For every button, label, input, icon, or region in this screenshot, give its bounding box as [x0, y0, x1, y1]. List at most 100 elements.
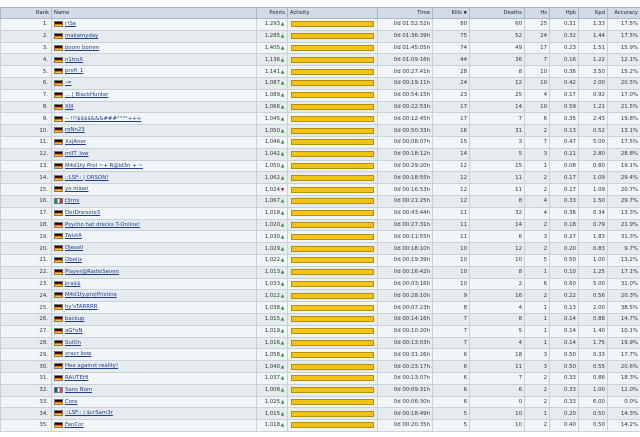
kd-cell: 1.83 — [578, 230, 608, 244]
player-name-link[interactable]: aG*oN — [65, 327, 83, 334]
hpk-cell: 0.31 — [549, 18, 579, 31]
player-name-link[interactable]: yo maan — [65, 186, 89, 193]
player-name-link[interactable]: kra$$ — [65, 280, 81, 287]
hpk-cell: 0.10 — [549, 265, 579, 279]
accuracy-cell: 17.5% — [607, 29, 640, 43]
player-name-link[interactable]: Player@RadioSeven — [65, 268, 119, 275]
player-name-link[interactable]: ... | BlackHunter — [65, 91, 109, 98]
name-cell: profi_1 — [51, 65, 257, 78]
kills-cell: 16 — [432, 124, 470, 137]
player-name-link[interactable]: Hee against reality! — [65, 363, 119, 370]
player-name-link[interactable]: TwistA — [65, 233, 82, 240]
player-name-link[interactable]: Core — [65, 398, 78, 405]
player-name-link[interactable]: FanCor — [65, 422, 84, 429]
points-cell: 1,016▲ — [256, 336, 288, 350]
country-flag-icon — [54, 68, 63, 75]
name-cell: kra$$ — [51, 277, 257, 291]
kills-cell: 6 — [432, 348, 470, 362]
player-name-link[interactable]: mlIT_low — [65, 150, 89, 157]
kills-cell: 14 — [432, 147, 470, 161]
table-row: 19. TwistA 1,030▲ 0d 00:11:55h 11 6 3 0.27 1.83 3… — [0, 230, 640, 244]
name-cell: Obelix — [51, 253, 257, 267]
trend-up-icon: ▲ — [280, 163, 285, 169]
column-header-name[interactable]: Name — [51, 7, 257, 19]
column-header-deaths[interactable]: Deaths — [469, 7, 525, 19]
player-name-link[interactable]: boom bomm — [65, 44, 100, 51]
player-name-link[interactable]: r!Se — [65, 21, 77, 28]
activity-bar — [291, 398, 374, 405]
country-flag-icon — [54, 233, 63, 240]
player-name-link[interactable]: Sans Nom — [65, 386, 93, 393]
kills-cell: 80 — [432, 18, 470, 31]
column-header-points[interactable]: Points — [256, 7, 288, 19]
headshots-cell: 7 — [524, 53, 550, 67]
table-row: 1. r!Se 1,293▲ 0d 01:52:52h 80 60 25 0.31 1.33 17… — [0, 18, 640, 31]
player-name-link[interactable]: n1troX — [65, 56, 84, 63]
activity-bar — [291, 162, 374, 169]
kd-cell: 1.22 — [578, 53, 608, 67]
player-name-link[interactable]: xracr kow — [65, 351, 92, 358]
player-name-link[interactable]: SulOn — [65, 339, 81, 346]
activity-cell — [287, 312, 378, 326]
player-name-link[interactable]: XxjAner — [65, 139, 87, 146]
hpk-cell: 0.60 — [549, 277, 579, 291]
trend-up-icon: ▲ — [280, 234, 285, 240]
trend-up-icon: ▲ — [280, 93, 285, 99]
trend-up-icon: ▲ — [280, 281, 285, 287]
time-cell: 0d 00:43:44h — [377, 206, 433, 220]
player-name-link[interactable]: Psycho hat drecks T-Online! — [65, 221, 140, 228]
rank-cell: 32. — [0, 383, 52, 397]
player-name-link[interactable]: roNn23 — [65, 127, 85, 134]
player-name-link[interactable]: backup — [65, 316, 85, 323]
points-cell: 1,022▲ — [256, 253, 288, 267]
kills-cell: 10 — [432, 242, 470, 255]
column-header-headshots[interactable]: Hs — [524, 7, 550, 19]
column-header-activity[interactable]: Activity — [287, 7, 378, 19]
player-name-link[interactable]: RAUTEHI — [65, 375, 89, 382]
activity-bar — [291, 316, 374, 323]
points-cell: 1,008▲ — [256, 383, 288, 397]
activity-cell — [287, 348, 378, 362]
player-name-link[interactable]: hy'sTARRRR — [65, 304, 98, 311]
player-name-link[interactable]: DerDreisste3 — [65, 209, 101, 216]
player-name-link[interactable]: makamyday — [65, 32, 99, 39]
player-name-link[interactable]: -= — [65, 80, 72, 87]
points-cell: 1,136▲ — [256, 53, 288, 67]
rank-cell: 19. — [0, 230, 52, 244]
country-flag-icon — [54, 363, 63, 370]
column-header-kills[interactable]: Kills ▼ — [432, 7, 470, 19]
name-cell: XIII — [51, 100, 257, 114]
player-name-link[interactable]: M4d1ty Prol ~+ R@ld3n + ~ — [65, 162, 143, 169]
activity-cell — [287, 301, 378, 314]
column-header-kd[interactable]: Kpd — [578, 7, 608, 19]
column-header-hpk[interactable]: Hpk — [549, 7, 579, 19]
activity-bar — [291, 68, 374, 75]
activity-bar — [291, 292, 374, 299]
points-cell: 1,029▲ — [256, 242, 288, 255]
player-name-link[interactable]: M4d1ty.pro|Pristine — [65, 292, 117, 299]
name-cell: r!Se — [51, 18, 257, 31]
activity-cell — [287, 159, 378, 173]
country-flag-icon — [54, 221, 63, 228]
player-name-link[interactable]: t3rmi — [65, 198, 80, 205]
player-name-link[interactable]: ::LSF:: | ORSON! — [65, 174, 109, 181]
activity-bar — [291, 33, 374, 40]
accuracy-cell: 31.0% — [607, 277, 640, 291]
player-name-link[interactable]: -- !!!$$$$&&&###°°°°+++ — [65, 115, 142, 122]
column-header-time[interactable]: Time — [377, 7, 433, 19]
hpk-cell: 0.33 — [549, 371, 579, 385]
player-name-link[interactable]: XIII — [65, 103, 74, 110]
points-cell: 1,030▲ — [256, 230, 288, 244]
column-header-accuracy[interactable]: Accuracy — [607, 7, 640, 19]
headshots-cell: 1 — [524, 159, 550, 173]
player-name-link[interactable]: Obelix — [65, 257, 83, 264]
points-value: 1,285 — [264, 33, 280, 40]
player-name-link[interactable]: profi_1 — [65, 68, 84, 75]
player-name-link[interactable]: DJesell — [65, 245, 84, 252]
headshots-cell: 4 — [524, 206, 550, 220]
points-value: 1,045 — [264, 115, 280, 122]
hpk-cell: 0.50 — [549, 360, 579, 373]
player-name-link[interactable]: ::LSF:: | $crSam3r — [65, 410, 113, 417]
name-cell: ::LSF:: | $crSam3r — [51, 407, 257, 421]
headshots-cell: 2 — [524, 218, 550, 232]
